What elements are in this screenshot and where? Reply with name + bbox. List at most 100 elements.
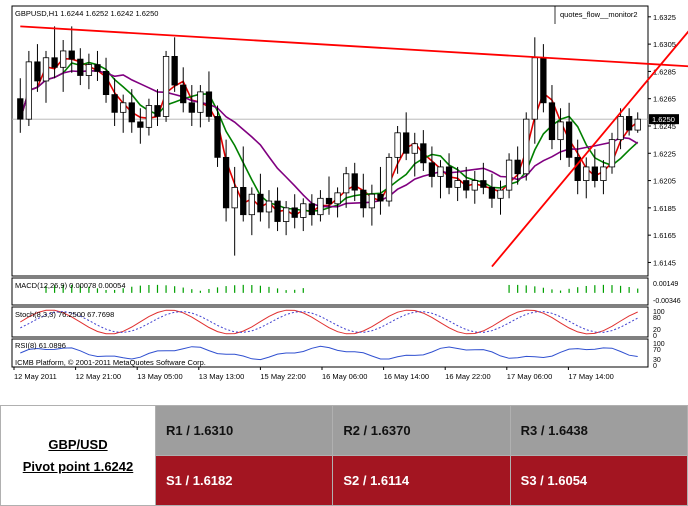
y-tick-label: 1.6265 bbox=[653, 95, 676, 104]
x-tick-label: 12 May 2011 bbox=[14, 372, 57, 381]
chart-area: 1.6325 1.6305 1.6285 1.6265 1.6245 1.6225 1.62… bbox=[11, 5, 688, 381]
candle-body bbox=[154, 105, 161, 117]
candle-body bbox=[548, 102, 556, 141]
candle-body bbox=[531, 57, 538, 120]
candle-body bbox=[351, 173, 358, 191]
candle-body bbox=[385, 156, 393, 202]
stoch-tick-label: 20 bbox=[653, 327, 661, 334]
x-tick-label: 13 May 13:00 bbox=[199, 372, 244, 381]
y-tick-label: 1.6305 bbox=[653, 40, 676, 49]
candle-body bbox=[162, 55, 170, 117]
stoch-label: Stoch(8,3,3) 76.2500 67.7698 bbox=[15, 310, 114, 319]
candle-body bbox=[368, 193, 376, 209]
x-tick-label: 16 May 06:00 bbox=[322, 372, 367, 381]
y-tick-label: 1.6325 bbox=[653, 13, 676, 22]
y-tick-label: 1.6285 bbox=[653, 67, 676, 76]
candle-body bbox=[17, 98, 24, 120]
x-tick-label: 15 May 22:00 bbox=[260, 372, 305, 381]
rsi-tick-label: 100 bbox=[653, 341, 665, 348]
candle-body bbox=[471, 180, 478, 191]
candle-body bbox=[214, 116, 221, 158]
candle-body bbox=[480, 180, 487, 188]
candle-body bbox=[120, 102, 127, 113]
candle-body bbox=[291, 207, 298, 218]
candle-body bbox=[514, 159, 521, 175]
candle-body bbox=[145, 105, 153, 128]
candle-body bbox=[497, 189, 504, 199]
candle-body bbox=[274, 200, 281, 222]
candle-body bbox=[85, 64, 93, 76]
candle-body bbox=[205, 91, 213, 117]
candle-body bbox=[565, 121, 573, 158]
candle-body bbox=[634, 118, 641, 131]
candle-body bbox=[94, 64, 101, 72]
candle-body bbox=[600, 166, 607, 181]
candle-body bbox=[231, 186, 238, 209]
candle-body bbox=[42, 57, 50, 82]
macd-tick-label: -0.00346 bbox=[653, 298, 681, 305]
candle-body bbox=[188, 102, 195, 113]
s1-cell: S1 / 1.6182 bbox=[154, 455, 334, 506]
candle-body bbox=[317, 197, 324, 216]
candle-body bbox=[325, 197, 333, 205]
candle-body bbox=[128, 102, 135, 123]
candle-body bbox=[25, 61, 33, 120]
candle-body bbox=[282, 207, 290, 222]
candle-body bbox=[180, 84, 187, 104]
stoch-k-line bbox=[20, 309, 638, 335]
stoch-d-line bbox=[20, 310, 638, 334]
x-tick-label: 12 May 21:00 bbox=[76, 372, 121, 381]
candle-body bbox=[454, 180, 461, 188]
candle-body bbox=[60, 50, 67, 68]
x-tick-label: 16 May 14:00 bbox=[384, 372, 429, 381]
candle-body bbox=[248, 193, 255, 216]
candle-body bbox=[334, 192, 341, 205]
s3-cell: S3 / 1.6054 bbox=[509, 455, 688, 506]
candle-body bbox=[68, 50, 75, 60]
rsi-tick-label: 30 bbox=[653, 357, 661, 364]
candle-body bbox=[240, 186, 247, 216]
x-tick-label: 17 May 06:00 bbox=[507, 372, 552, 381]
candle-body bbox=[34, 61, 41, 82]
rsi-label: RSI(8) 61.0896 bbox=[15, 341, 66, 350]
stoch-tick-label: 0 bbox=[653, 333, 657, 340]
candle-body bbox=[437, 166, 444, 177]
forex-chart: 1.6325 1.6305 1.6285 1.6265 1.6245 1.6225 1.62… bbox=[11, 5, 688, 381]
candle-body bbox=[505, 159, 513, 191]
candle-body bbox=[583, 166, 590, 181]
stoch-tick-label: 80 bbox=[653, 315, 661, 322]
candle-body bbox=[51, 57, 58, 68]
candle-body bbox=[403, 132, 410, 154]
macd-tick-label: 0.00149 bbox=[653, 281, 678, 288]
y-tick-label: 1.6165 bbox=[653, 231, 676, 240]
candle-body bbox=[171, 55, 178, 86]
indicator-label: quotes_flow__monitor2 bbox=[560, 10, 638, 19]
x-tick-label: 13 May 05:00 bbox=[137, 372, 182, 381]
rsi-tick-label: 70 bbox=[653, 347, 661, 354]
main-pane-frame bbox=[11, 5, 649, 277]
candle-body bbox=[77, 58, 84, 76]
candle-body bbox=[394, 132, 401, 158]
y-tick-label: 1.6185 bbox=[653, 204, 676, 213]
rsi-pane-frame bbox=[11, 338, 649, 368]
candle-body bbox=[343, 173, 350, 194]
candle-body bbox=[300, 203, 307, 218]
candle-body bbox=[574, 156, 581, 181]
s2-cell: S2 / 1.6114 bbox=[332, 455, 511, 506]
candle-body bbox=[608, 139, 616, 168]
stoch-tick-label: 100 bbox=[653, 309, 665, 316]
r1-cell: R1 / 1.6310 bbox=[154, 405, 334, 456]
pair-cell: GBP/USD Pivot point 1.6242 bbox=[0, 405, 156, 506]
y-tick-label: 1.6225 bbox=[653, 149, 676, 158]
pivot-point-label: Pivot point 1.6242 bbox=[22, 458, 134, 474]
candle-body bbox=[428, 162, 436, 177]
candle-body bbox=[617, 116, 624, 141]
copyright-label: ICMB Platform, © 2001-2011 MetaQuotes So… bbox=[15, 358, 206, 367]
y-tick-label: 1.6205 bbox=[653, 177, 676, 186]
y-tick-label: 1.6145 bbox=[653, 258, 676, 267]
stoch-pane-frame bbox=[11, 306, 649, 338]
r3-cell: R3 / 1.6438 bbox=[509, 405, 688, 456]
pair-label: GBP/USD bbox=[48, 436, 108, 452]
candle-body bbox=[445, 166, 453, 188]
last-price-box bbox=[649, 114, 679, 125]
